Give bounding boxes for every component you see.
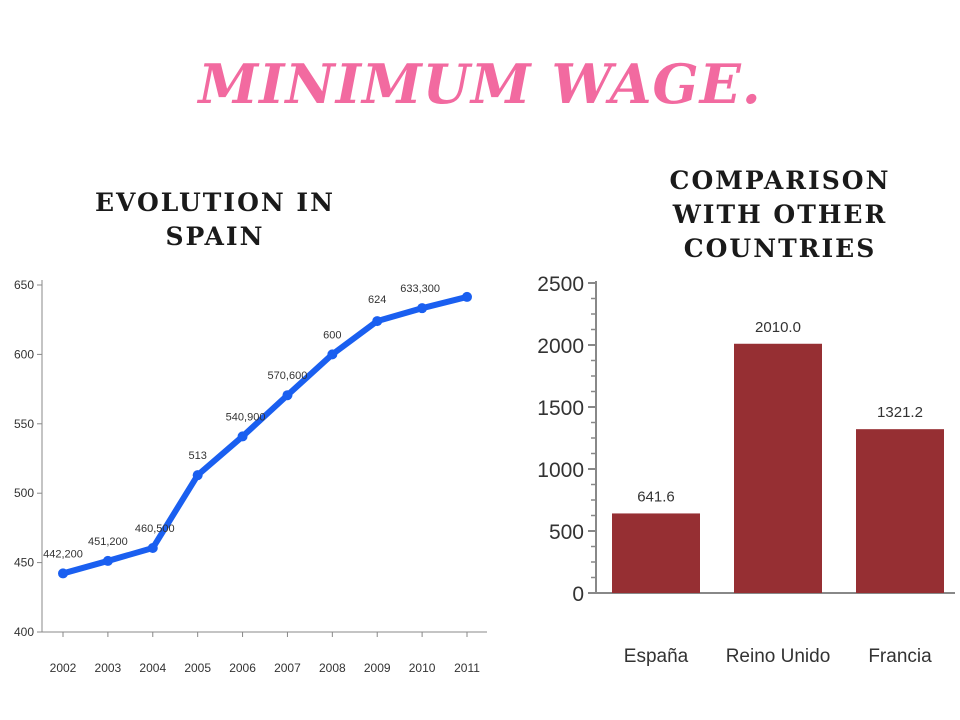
y-tick-label: 600 xyxy=(14,347,34,361)
bar xyxy=(734,343,822,593)
x-tick-label: 2011 xyxy=(454,661,480,675)
data-point xyxy=(147,543,158,554)
category-label: Francia xyxy=(868,646,932,667)
y-tick-label: 450 xyxy=(14,556,34,570)
data-point xyxy=(372,316,383,327)
data-label: 442,200 xyxy=(43,548,83,560)
spain-chart-title: EVOLUTION IN SPAIN xyxy=(95,188,335,251)
data-label: 513 xyxy=(188,450,206,462)
bar xyxy=(612,513,700,593)
data-label: 540,900 xyxy=(226,411,266,423)
data-label: 624 xyxy=(368,294,386,306)
data-point xyxy=(462,291,472,302)
bar xyxy=(856,429,944,593)
x-tick-label: 2003 xyxy=(95,661,122,675)
data-point xyxy=(237,431,248,442)
y-tick-label: 500 xyxy=(14,486,34,500)
category-label: Reino Unido xyxy=(726,646,831,667)
y-tick-label: 500 xyxy=(549,521,584,544)
data-point xyxy=(282,390,293,401)
y-tick-label: 1000 xyxy=(537,459,584,482)
data-point xyxy=(192,470,203,481)
page-title: MINIMUM WAGE. xyxy=(198,52,762,116)
comparison-chart-title: COMPARISON WITH OTHER COUNTRIES xyxy=(669,166,891,263)
data-label: 460,500 xyxy=(135,523,175,535)
x-tick-label: 2009 xyxy=(364,661,391,675)
x-tick-label: 2007 xyxy=(274,661,301,675)
y-tick-label: 650 xyxy=(14,278,34,292)
x-tick-label: 2002 xyxy=(50,661,77,675)
data-label: 451,200 xyxy=(88,536,128,548)
data-label: 641.6 xyxy=(637,488,675,505)
x-tick-label: 2008 xyxy=(319,661,346,675)
x-tick-label: 2004 xyxy=(139,661,166,675)
y-tick-label: 400 xyxy=(14,625,34,639)
data-label: 633,300 xyxy=(400,283,440,295)
y-tick-label: 550 xyxy=(14,417,34,431)
y-tick-label: 0 xyxy=(572,583,584,606)
y-tick-label: 2000 xyxy=(537,335,584,358)
data-label: 570,600 xyxy=(268,370,308,382)
data-point xyxy=(327,349,338,360)
category-label: España xyxy=(624,646,689,667)
data-label: 2010.0 xyxy=(755,319,801,336)
y-tick-label: 1500 xyxy=(537,397,584,420)
data-label: 1321.2 xyxy=(877,404,923,421)
x-tick-label: 2005 xyxy=(184,661,211,675)
x-tick-label: 2006 xyxy=(229,661,256,675)
data-point xyxy=(102,555,113,566)
data-label: 600 xyxy=(323,329,341,341)
x-tick-label: 2010 xyxy=(409,661,436,675)
series-line xyxy=(62,294,468,577)
data-point xyxy=(58,568,68,579)
data-point xyxy=(417,303,428,314)
y-tick-label: 2500 xyxy=(537,273,584,296)
